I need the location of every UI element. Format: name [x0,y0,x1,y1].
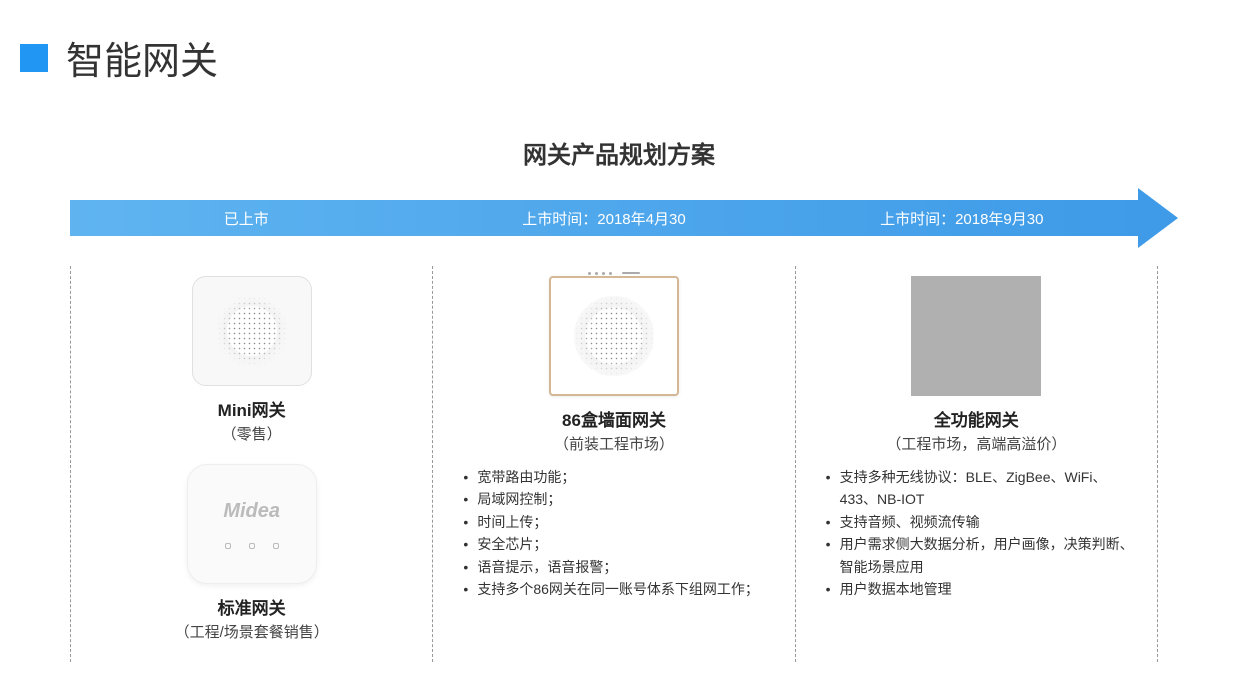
feature-item: 宽带路由功能； [463,466,774,488]
product-name-2: 86盒墙面网关 [453,406,774,431]
product-subtitle-1a: （零售） [91,423,412,444]
indicator-dash-icon [622,272,640,274]
feature-item: 用户需求侧大数据分析，用户画像，决策判断、智能场景应用 [826,533,1137,578]
product-block-1b: Midea 标准网关 （工程/场景套餐销售） [91,464,412,642]
product-subtitle-2: （前装工程市场） [453,433,774,454]
placeholder-image-icon [911,276,1041,396]
column-1: Mini网关 （零售） Midea 标准网关 （工程/场景套餐销售） [70,266,433,662]
product-image-86box [453,276,774,396]
feature-item: 时间上传； [463,511,774,533]
timeline-label-1: 已上市 [70,208,422,229]
feature-list-2: 宽带路由功能； 局域网控制； 时间上传； 安全芯片； 语音提示，语音报警； 支持… [453,466,774,600]
arrow-head-icon [1138,188,1178,248]
feature-list-3: 支持多种无线协议：BLE、ZigBee、WiFi、433、NB-IOT 支持音频… [816,466,1137,600]
arrow-labels: 已上市 上市时间：2018年4月30 上市时间：2018年9月30 [70,200,1138,236]
device-indicator-dots [225,543,279,549]
product-name-1a: Mini网关 [91,396,412,421]
product-subtitle-3: （工程市场，高端高溢价） [816,433,1137,454]
slide-header: 智能网关 [0,0,1238,85]
header-accent-square [20,44,48,72]
indicator-dot-icon [602,272,605,275]
top-indicator-bar [588,272,640,275]
page-title: 智能网关 [66,30,218,85]
timeline-arrow: 已上市 上市时间：2018年4月30 上市时间：2018年9月30 [70,200,1178,236]
indicator-dot-icon [273,543,279,549]
wall-gateway-device-icon [549,276,679,396]
column-3: 全功能网关 （工程市场，高端高溢价） 支持多种无线协议：BLE、ZigBee、W… [796,266,1158,662]
product-image-standard: Midea [91,464,412,584]
product-image-mini [91,276,412,386]
product-name-1b: 标准网关 [91,594,412,619]
indicator-dot-icon [249,543,255,549]
indicator-dot-icon [588,272,591,275]
feature-item: 语音提示，语音报警； [463,556,774,578]
feature-item: 支持多种无线协议：BLE、ZigBee、WiFi、433、NB-IOT [826,466,1137,511]
speaker-pattern-icon [217,296,287,366]
feature-item: 支持音频、视频流传输 [826,511,1137,533]
timeline-label-2: 上市时间：2018年4月30 [422,208,785,229]
speaker-pattern-icon [574,296,654,376]
feature-item: 局域网控制； [463,488,774,510]
feature-item: 用户数据本地管理 [826,578,1137,600]
slide-subtitle: 网关产品规划方案 [0,135,1238,170]
standard-gateway-device-icon: Midea [187,464,317,584]
columns-container: Mini网关 （零售） Midea 标准网关 （工程/场景套餐销售） [70,236,1158,662]
timeline-label-3: 上市时间：2018年9月30 [786,208,1138,229]
indicator-dot-icon [225,543,231,549]
product-image-full [816,276,1137,396]
product-name-3: 全功能网关 [816,406,1137,431]
feature-item: 支持多个86网关在同一账号体系下组网工作； [463,578,774,600]
indicator-dot-icon [609,272,612,275]
indicator-dot-icon [595,272,598,275]
column-2: 86盒墙面网关 （前装工程市场） 宽带路由功能； 局域网控制； 时间上传； 安全… [433,266,795,662]
mini-gateway-device-icon [192,276,312,386]
midea-logo-text: Midea [223,500,280,523]
feature-item: 安全芯片； [463,533,774,555]
product-subtitle-1b: （工程/场景套餐销售） [91,621,412,642]
